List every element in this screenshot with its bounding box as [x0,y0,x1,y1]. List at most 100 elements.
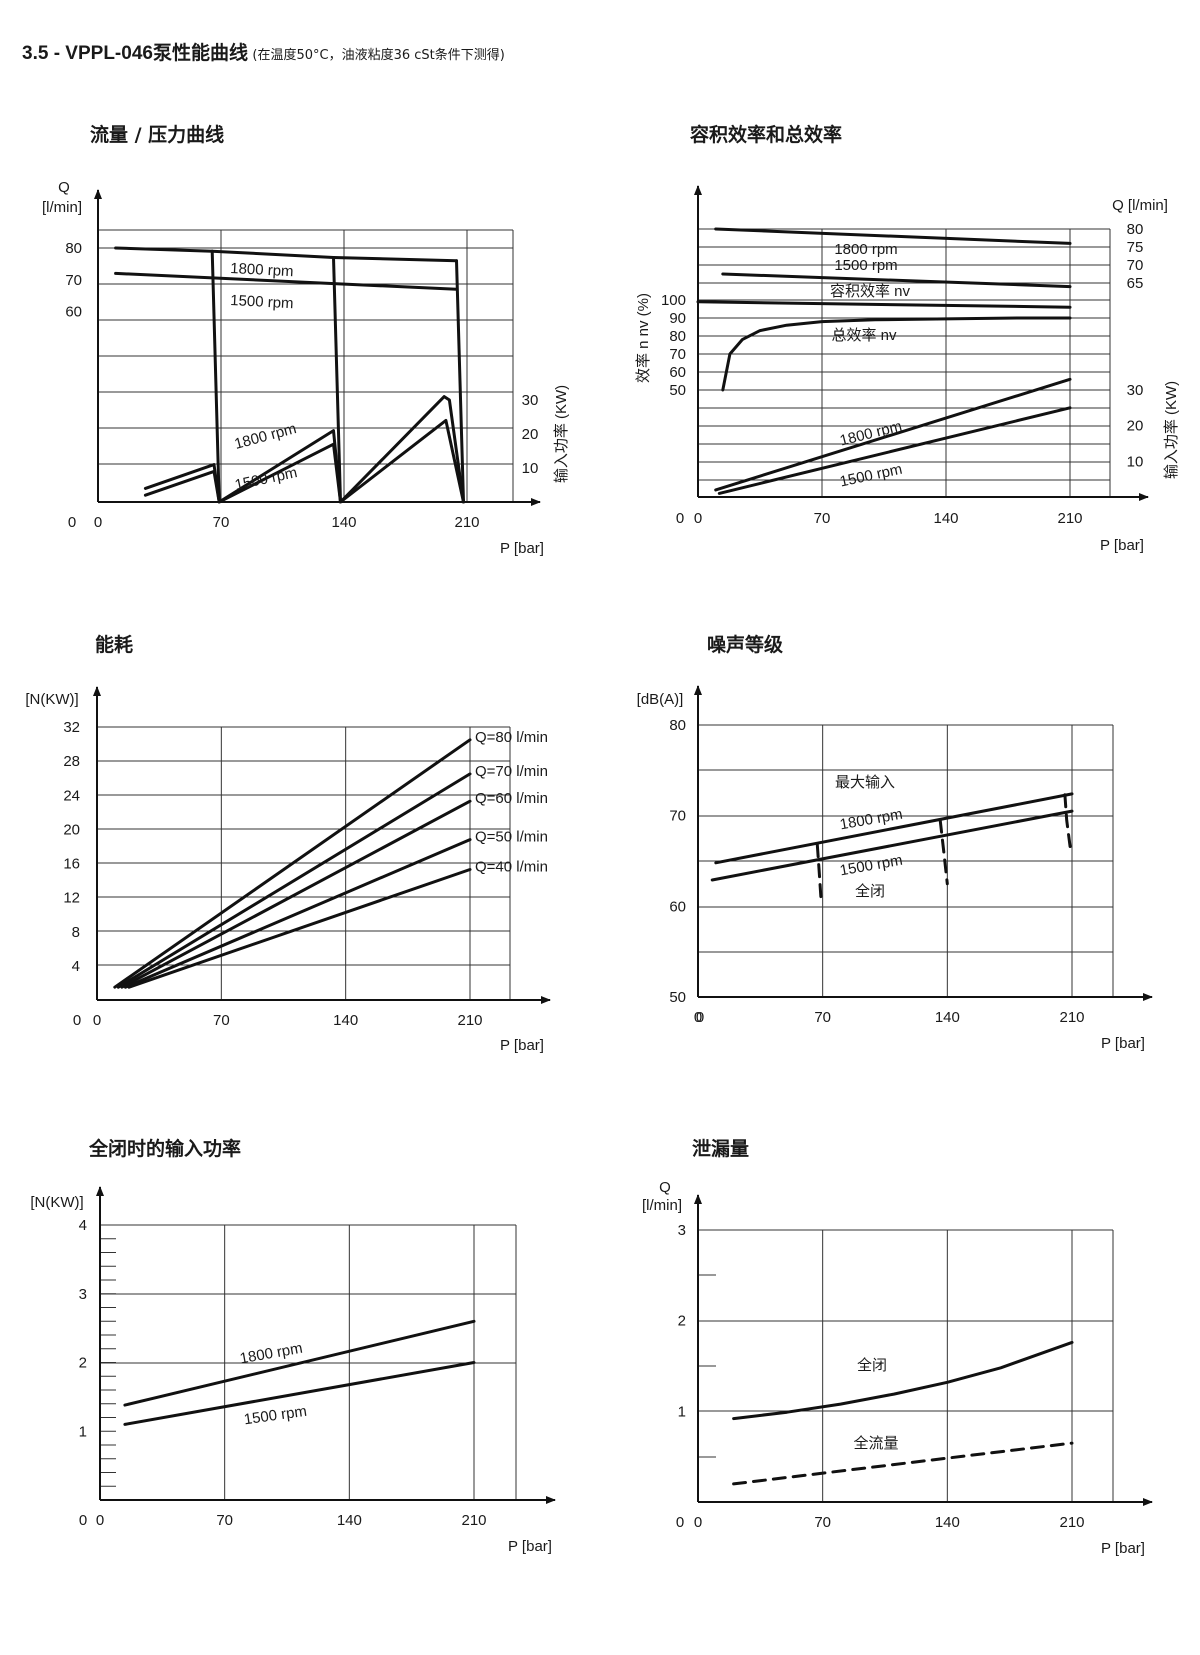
power-consumption-x-tick-140: 140 [333,1012,358,1029]
power-consumption-series-4 [127,868,472,989]
efficiency-series-1 [721,272,1072,289]
flow-pressure-y-left-tick-70: 70 [65,272,82,289]
power-consumption-x-tick-210: 210 [457,1012,482,1029]
flow-pressure-y-right-tick-10: 10 [522,460,539,477]
page-title-subtitle: (在温度50°C，油液粘度36 cSt条件下测得) [252,48,505,63]
power-consumption-x-tick-70: 70 [213,1012,230,1029]
leakage-series-1 [732,1441,1074,1486]
deadhead-power-annotation-1: 1500 rpm [243,1403,308,1429]
noise-series-2 [815,843,823,899]
power-consumption-y-tick-32: 32 [63,719,80,736]
efficiency-y-right-bottom-tick-10: 10 [1127,453,1144,470]
efficiency-annotation-2: 容积效率 nv [830,283,911,300]
flow-pressure-y-left-tick-60: 60 [65,304,82,321]
leakage-series-0 [732,1340,1074,1421]
efficiency-x-tick-70: 70 [814,510,831,527]
efficiency-y-right-top-label: Q [l/min] [1112,197,1168,214]
flow-pressure-x-tick-0: 0 [94,514,102,531]
leakage-y-tick-1: 1 [678,1403,686,1420]
flow-pressure-annotation-1: 1500 rpm [230,292,294,312]
leakage-x-tick-210: 210 [1059,1514,1084,1531]
efficiency-annotation-1: 1500 rpm [834,257,897,274]
flow-pressure-x-label: P [bar] [500,540,544,557]
efficiency-y-left-tick-50: 50 [669,382,686,399]
flow-pressure-annotation-3: 1500 rpm [233,464,299,494]
efficiency-series-0 [714,227,1072,245]
page-title: 3.5 - VPPL-046泵性能曲线 (在温度50°C，油液粘度36 cSt条… [22,38,505,65]
flow-pressure-y-right-tick-30: 30 [522,392,539,409]
chart-title-leakage: 泄漏量 [692,1138,750,1160]
noise-x-tick-0: 0 [694,1009,702,1026]
noise-annotation-0: 最大输入 [835,774,895,791]
leakage-origin: 0 [676,1514,684,1531]
leakage-annotation-0: 全闭 [857,1356,887,1374]
power-consumption-series-1 [116,772,472,989]
deadhead-power-y-tick-4: 4 [79,1217,87,1234]
flow-pressure-series-2 [332,256,458,263]
efficiency-y-left-label: 效率 n nv (%) [635,293,652,383]
power-consumption-series-label-3: Q=50 l/min [475,829,548,846]
power-consumption-y-tick-8: 8 [72,924,80,941]
power-consumption-y-tick-4: 4 [72,958,80,975]
deadhead-power-x-tick-210: 210 [461,1512,486,1529]
page-title-main: 3.5 - VPPL-046泵性能曲线 [22,43,248,64]
noise-x-tick-70: 70 [814,1009,831,1026]
noise-annotation-2: 1500 rpm [839,852,904,880]
deadhead-power-series-1 [123,1361,476,1426]
efficiency-series-5 [717,406,1072,495]
leakage-y-label-unit: [l/min] [642,1197,682,1214]
leakage-y-label-q: Q [659,1179,671,1196]
chart-title-power-consumption: 能耗 [95,634,134,656]
flow-pressure-annotation-0: 1800 rpm [230,260,294,280]
deadhead-power-y-tick-1: 1 [79,1423,87,1440]
efficiency-y-left-tick-70: 70 [669,346,686,363]
efficiency-y-left-tick-60: 60 [669,364,686,381]
efficiency-series-3 [721,316,1072,392]
flow-pressure-series-7 [143,395,465,504]
flow-pressure-series-8 [143,418,465,504]
flow-pressure-y-right-tick-20: 20 [522,426,539,443]
efficiency-x-tick-140: 140 [933,510,958,527]
noise-y-tick-80: 80 [669,717,686,734]
flow-pressure-y-right-label: 输入功率 (KW) [553,385,570,483]
deadhead-power-x-label: P [bar] [508,1538,552,1555]
efficiency-y-right-top-tick-70: 70 [1127,257,1144,274]
leakage-y-tick-2: 2 [678,1313,686,1330]
efficiency-origin: 0 [676,510,684,527]
flow-pressure-series-4 [210,249,221,504]
efficiency-y-left-tick-90: 90 [669,310,686,327]
flow-pressure-origin: 0 [68,514,76,531]
power-consumption-y-tick-16: 16 [63,856,80,873]
power-consumption-series-label-1: Q=70 l/min [475,763,548,780]
power-consumption-y-tick-12: 12 [63,890,80,907]
chart-title-deadhead-power: 全闭时的输入功率 [89,1138,242,1160]
flow-pressure-annotation-2: 1800 rpm [233,420,299,453]
noise-y-tick-60: 60 [669,898,686,915]
efficiency-y-right-top-tick-80: 80 [1127,221,1144,238]
leakage-x-tick-70: 70 [814,1514,831,1531]
deadhead-power-x-tick-70: 70 [216,1512,233,1529]
power-consumption-y-tick-24: 24 [63,787,80,804]
deadhead-power-y-label: [N(KW)] [30,1194,83,1211]
deadhead-power-y-tick-2: 2 [79,1355,87,1372]
noise-origin: 0 [696,1009,704,1026]
noise-x-tick-210: 210 [1059,1009,1084,1026]
flow-pressure-x-tick-140: 140 [331,514,356,531]
power-consumption-y-tick-20: 20 [63,821,80,838]
efficiency-y-left-tick-100: 100 [661,292,686,309]
power-consumption-origin: 0 [73,1012,81,1029]
flow-pressure-series-6 [455,259,465,504]
power-consumption-series-2 [120,799,472,989]
noise-series-0 [714,792,1074,865]
noise-y-tick-50: 50 [669,989,686,1006]
flow-pressure-x-tick-70: 70 [213,514,230,531]
flow-pressure-x-tick-210: 210 [454,514,479,531]
power-consumption-series-3 [123,838,472,989]
noise-series-3 [938,818,949,886]
flow-pressure-series-3 [114,271,458,291]
efficiency-x-label: P [bar] [1100,537,1144,554]
efficiency-y-right-top-tick-75: 75 [1127,239,1144,256]
deadhead-power-x-tick-140: 140 [337,1512,362,1529]
chart-title-efficiency: 容积效率和总效率 [690,124,843,146]
efficiency-y-right-bottom-tick-20: 20 [1127,418,1144,435]
